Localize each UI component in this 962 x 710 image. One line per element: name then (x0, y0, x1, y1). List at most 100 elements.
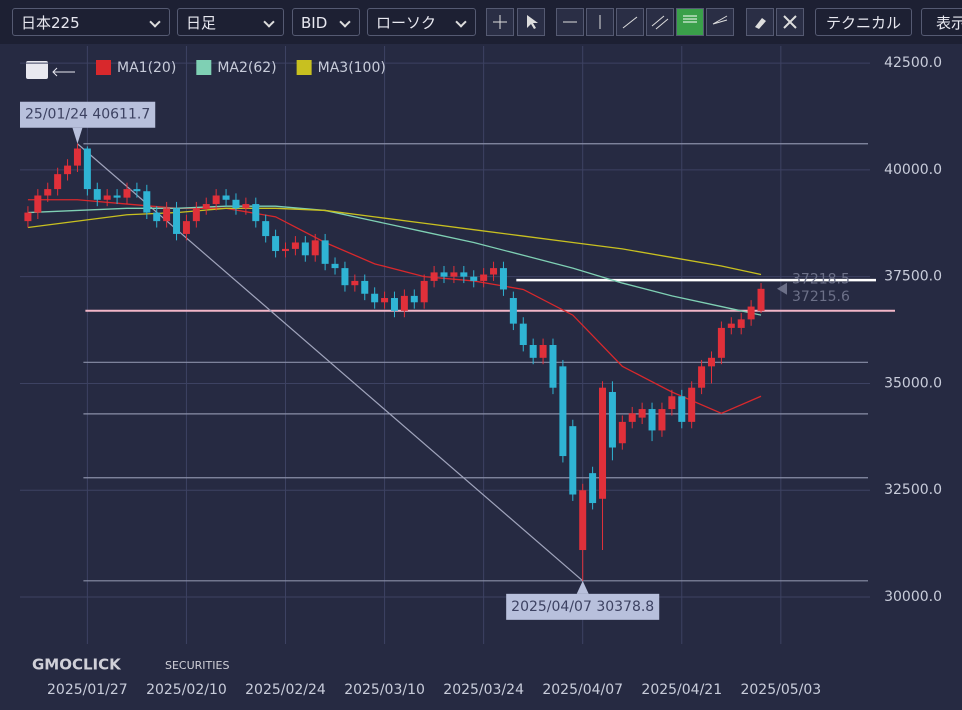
candle-body (351, 280, 359, 286)
side-select[interactable]: BID (292, 8, 360, 36)
candle-body (430, 272, 438, 281)
price-label: 37218.5 (792, 272, 850, 288)
hline-tool[interactable] (556, 8, 584, 36)
erase-tool[interactable] (746, 8, 774, 36)
candle-body (589, 473, 597, 504)
y-tick-label: 37500.0 (884, 269, 942, 285)
candle-body (163, 208, 171, 222)
legend-toggle[interactable] (52, 67, 75, 77)
display-button[interactable]: 表示 (921, 8, 962, 36)
period-select[interactable]: 日足 (177, 8, 284, 36)
candle-body (222, 195, 230, 200)
y-tick-label: 35000.0 (884, 375, 942, 391)
candle-body (390, 298, 398, 311)
candle-body (737, 319, 745, 328)
fibo-fan-tool[interactable] (706, 8, 734, 36)
chart: GMOCLICK SECURITIES 42500.0 40000.0 37500.… (20, 46, 942, 698)
candle-body (133, 189, 141, 192)
toolbar: 日本225 日足 BID ローソク テクニカル 表示 (0, 0, 962, 44)
vline-tool[interactable] (586, 8, 614, 36)
candle-body (143, 191, 151, 213)
candle-body (173, 208, 181, 234)
legend-icon[interactable] (26, 61, 48, 79)
ma-line (27, 207, 762, 276)
candle-body (113, 195, 121, 198)
candle-body (638, 409, 646, 418)
style-select[interactable]: ローソク (367, 8, 476, 36)
ma-line (27, 199, 762, 415)
candle-body (54, 174, 62, 190)
candle-body (34, 195, 42, 213)
candle-body (529, 345, 537, 358)
candle-body (24, 212, 32, 222)
candle-body (717, 327, 725, 358)
crosshair-tool[interactable] (486, 8, 514, 36)
candle-body (262, 221, 270, 237)
erase-all-tool[interactable] (776, 8, 804, 36)
candle-body (707, 357, 715, 367)
candle-body (450, 272, 458, 277)
x-tick-label: 2025/04/21 (641, 682, 722, 698)
candle-body (400, 295, 408, 311)
candle-body (618, 421, 626, 444)
candle-body (569, 426, 577, 495)
candle-body (321, 240, 329, 264)
candle-body (291, 242, 299, 249)
candle-body (282, 248, 290, 252)
legend-swatch (96, 60, 111, 75)
candle-body (499, 268, 507, 290)
candle-body (549, 345, 557, 388)
x-tick-label: 2025/02/24 (245, 682, 326, 698)
x-tick-label: 2025/05/03 (740, 682, 821, 698)
candle-body (331, 263, 339, 269)
candle-body (410, 295, 418, 303)
legend-label: MA2(62) (217, 60, 276, 76)
symbol-select[interactable]: 日本225 (12, 8, 170, 36)
candle-body (44, 189, 52, 196)
fibo-tool[interactable] (676, 8, 704, 36)
candle-body (83, 148, 91, 190)
candle-body (153, 212, 161, 222)
candle-body (202, 204, 210, 209)
candle-body (559, 366, 567, 457)
candle-body (192, 208, 200, 222)
candle-body (182, 221, 190, 234)
annotation-box (506, 593, 660, 620)
candle-body (608, 391, 616, 448)
y-tick-label: 32500.0 (884, 482, 942, 498)
channel-tool[interactable] (646, 8, 674, 36)
annotation-box (20, 101, 156, 128)
x-tick-label: 2025/04/07 (542, 682, 623, 698)
price-marker (777, 282, 787, 295)
trend-tool[interactable] (616, 8, 644, 36)
candle-body (73, 148, 81, 166)
technical-button[interactable]: テクニカル (815, 8, 912, 36)
legend-swatch (196, 60, 212, 75)
watermark-suffix: SECURITIES (165, 659, 229, 672)
candle-body (301, 242, 309, 256)
candle-body (539, 345, 547, 358)
candle-body (123, 189, 131, 198)
candle-body (490, 268, 498, 275)
x-tick-label: 2025/01/27 (47, 682, 128, 698)
pointer-tool[interactable] (517, 8, 545, 36)
candle-body (480, 274, 488, 281)
candle-body (242, 204, 250, 209)
candle-body (212, 195, 220, 205)
annotation-pointer (72, 127, 83, 144)
candle-body (64, 165, 72, 175)
candle-body (381, 298, 389, 303)
candle-body (668, 396, 676, 410)
ma-line (27, 205, 762, 316)
legend-swatch (296, 60, 312, 75)
y-tick-label: 42500.0 (884, 55, 942, 71)
candle-body (361, 280, 369, 294)
candle-body (311, 240, 319, 256)
candle-body (232, 199, 240, 209)
candle-body (440, 272, 448, 277)
candle-body (93, 189, 101, 200)
candle-body (519, 323, 527, 345)
candle-body (579, 490, 587, 551)
candle-body (678, 396, 686, 422)
